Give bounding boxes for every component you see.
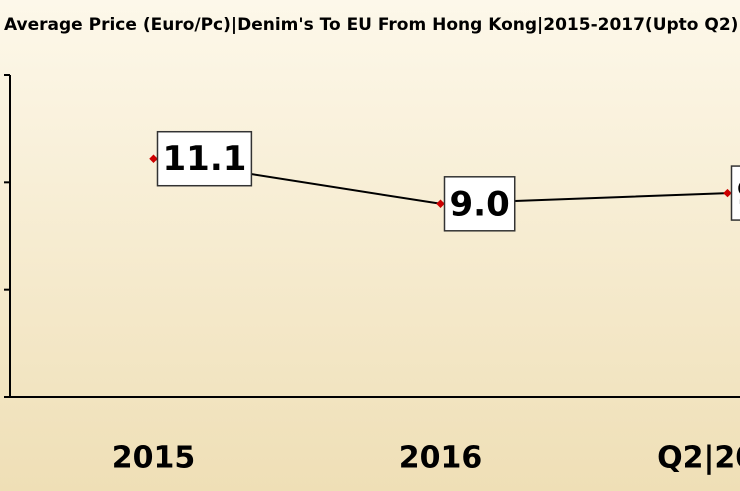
- data-label: 9.5: [737, 174, 740, 214]
- x-tick-label: 2015: [112, 441, 196, 476]
- x-tick-label: Q2|2017: [657, 441, 740, 476]
- marker: [149, 154, 158, 163]
- chart-title: Average Price (Euro/Pc)|Denim's To EU Fr…: [4, 15, 738, 35]
- x-tick-label: 2016: [399, 441, 483, 476]
- data-label-box: [443, 176, 516, 232]
- data-label: 9.0: [450, 184, 510, 224]
- data-label-box: [730, 165, 740, 221]
- data-label: 11.1: [163, 139, 247, 179]
- data-label-box: [156, 130, 253, 187]
- marker: [436, 199, 445, 209]
